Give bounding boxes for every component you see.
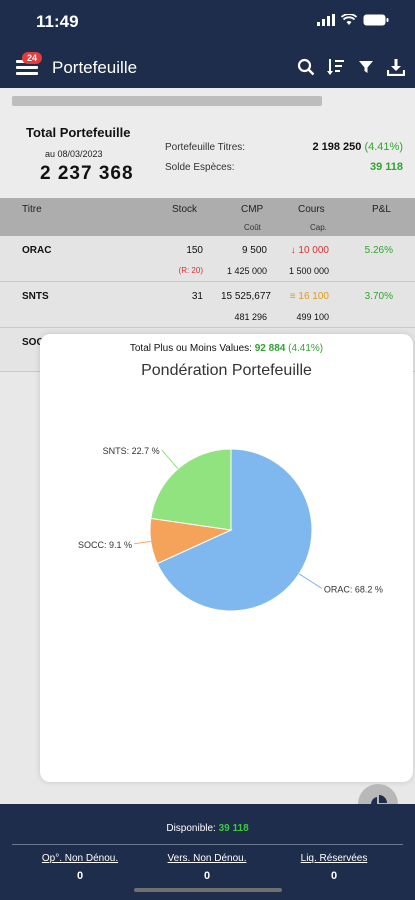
- row-titre: SOCC: [22, 337, 51, 348]
- row-cmp: 9 500: [241, 245, 267, 256]
- footer-op-non-denou[interactable]: Op°. Non Dénou. 0: [41, 853, 119, 882]
- especes-value: 39 118: [369, 161, 403, 173]
- status-icons: [317, 14, 389, 26]
- table-header: Titre Stock CMP Coût Cours Cap. P&L: [0, 198, 415, 236]
- row-stock: 31: [191, 291, 203, 302]
- page-title: Portefeuille: [52, 58, 138, 77]
- row-cmp: 15 525,677: [220, 291, 271, 302]
- col-stock[interactable]: Stock: [172, 204, 198, 215]
- row-cout: 1 425 000: [226, 266, 267, 276]
- filter-icon[interactable]: [355, 56, 377, 78]
- col-cours[interactable]: Cours: [298, 204, 325, 215]
- col-pl[interactable]: P&L: [372, 204, 391, 215]
- total-date: au 08/03/2023: [45, 149, 103, 159]
- top-bar: 11:49 24 Portefeuille: [0, 0, 415, 88]
- pie-leader-line: [161, 449, 179, 470]
- pie-label: SOCC: 9.1 %: [78, 540, 132, 550]
- row-titre: ORAC: [22, 245, 52, 256]
- footer-vers-non-denou[interactable]: Vers. Non Dénou. 0: [167, 853, 247, 882]
- disponible: Disponible: 39 118: [166, 823, 249, 834]
- especes-label: Solde Espèces:: [165, 162, 235, 173]
- search-icon[interactable]: [295, 56, 317, 78]
- chart-title: Pondération Portefeuille: [141, 362, 312, 379]
- pie-label: SNTS: 22.7 %: [103, 446, 160, 456]
- pie-chart: ORAC: 68.2 % SOCC: 9.1 % SNTS: 22.7 %: [78, 446, 383, 612]
- pie-label: ORAC: 68.2 %: [324, 584, 383, 594]
- popup-total: Total Plus ou Moins Values: 92 884 (4.41…: [129, 343, 324, 354]
- pie-leader-line: [298, 573, 323, 589]
- row-cours: ↓ 10 000: [290, 245, 329, 256]
- row-cap: 1 500 000: [288, 266, 329, 276]
- row-cours: ≡ 16 100: [289, 291, 329, 302]
- footer-liq-reservees[interactable]: Liq. Réservées 0: [300, 853, 368, 882]
- row-cap: 499 100: [296, 312, 329, 322]
- total-value: 2 237 368: [40, 163, 134, 184]
- weighting-popup: Total Plus ou Moins Values: 92 884 (4.41…: [40, 334, 413, 782]
- col-cout: Coût: [244, 223, 261, 232]
- arrow-down-icon: ↓: [290, 245, 296, 256]
- portfolio-summary: Total Portefeuille au 08/03/2023 2 237 3…: [0, 88, 415, 198]
- battery-icon: [363, 14, 389, 26]
- wifi-icon: [341, 14, 357, 25]
- row-pl: 5.26%: [364, 245, 393, 256]
- home-indicator: [134, 888, 282, 892]
- table-row[interactable]: ORAC 150 (R: 20) 9 500 1 425 000 ↓ 10 00…: [0, 236, 415, 282]
- total-title: Total Portefeuille: [26, 125, 131, 140]
- nav-bar: 24 Portefeuille: [0, 48, 415, 88]
- row-cout: 481 296: [234, 312, 267, 322]
- titres-value: 2 198 250 (4.41%): [312, 141, 403, 153]
- signal-icon: [317, 14, 335, 26]
- pie-leader-line: [133, 540, 151, 545]
- row-titre: SNTS: [22, 291, 49, 302]
- col-cmp[interactable]: CMP: [241, 204, 264, 215]
- sort-icon[interactable]: [325, 56, 347, 78]
- divider: [12, 844, 403, 845]
- account-name-redacted: [12, 96, 322, 106]
- equal-icon: ≡: [289, 291, 296, 302]
- pie-slice-orac[interactable]: [156, 448, 313, 612]
- bottom-bar: Disponible: 39 118 Op°. Non Dénou. 0 Ver…: [0, 804, 415, 900]
- row-stock-reserved: (R: 20): [178, 266, 203, 275]
- col-titre[interactable]: Titre: [22, 204, 42, 215]
- table-row[interactable]: SNTS 31 15 525,677 481 296 ≡ 16 100 499 …: [0, 282, 415, 328]
- col-cap: Cap.: [310, 223, 327, 232]
- notification-badge: 24: [22, 52, 43, 64]
- row-pl: 3.70%: [364, 291, 393, 302]
- download-icon[interactable]: [385, 56, 407, 78]
- row-stock: 150: [186, 245, 203, 256]
- titres-label: Portefeuille Titres:: [165, 142, 246, 153]
- pie-slice-snts[interactable]: [150, 448, 232, 531]
- status-time: 11:49: [36, 12, 79, 31]
